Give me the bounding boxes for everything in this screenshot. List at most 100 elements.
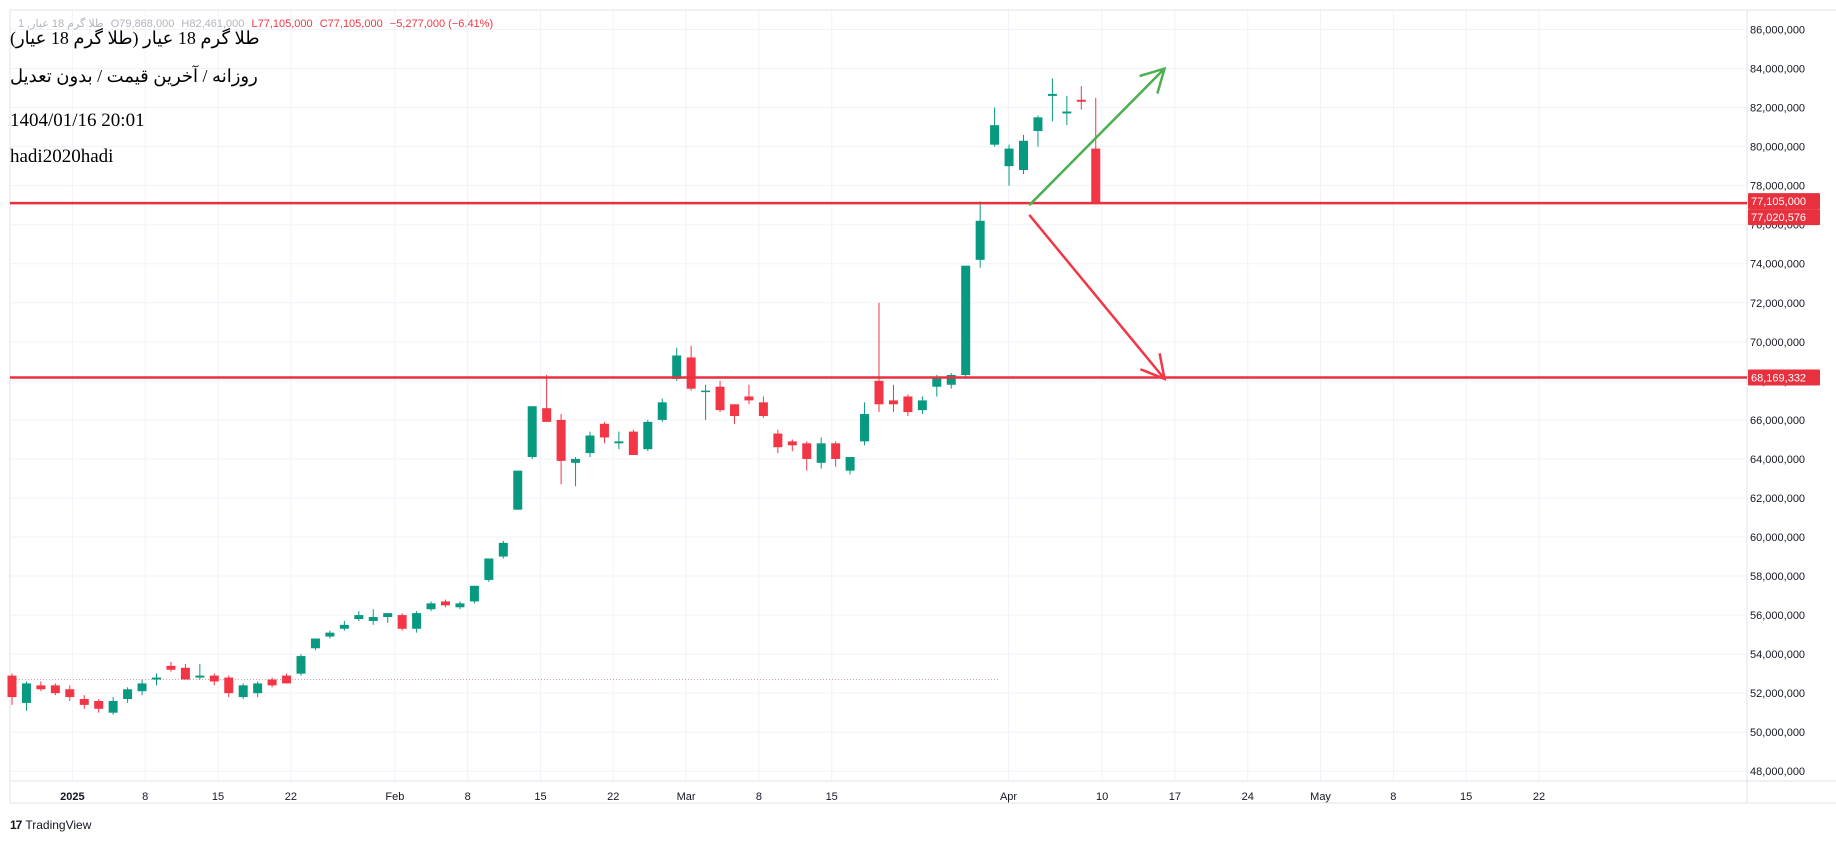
candle-body [1033,117,1043,132]
candle-body [7,675,17,698]
candle-body [946,375,956,385]
candle [542,375,552,422]
price-label-badge: 77,105,000 [1748,193,1820,210]
candle-body [1091,148,1101,204]
candle-body [441,601,450,606]
candle [614,431,624,450]
candle-body [513,470,523,510]
candle [730,404,739,424]
candle-body [224,677,234,694]
candle-body [238,685,248,698]
candle [961,265,971,377]
candle-body [195,675,205,678]
candle [990,107,1000,147]
badge-bg [1748,193,1820,210]
candle [874,302,884,413]
candle-body [542,408,552,422]
candle [94,699,104,713]
candle [455,601,465,610]
x-tick-label: 22 [607,791,619,803]
candle [65,685,75,701]
candle [672,347,682,381]
high-value: H82,461,000 [181,18,245,30]
candle-body [657,402,667,420]
candle [195,663,205,680]
candle [21,681,31,711]
candle-body [397,615,407,629]
candle [339,620,349,631]
candle-body [903,396,913,413]
x-tick-label: Mar [677,791,696,803]
down-arrow-head [1139,353,1167,381]
candle [513,470,523,510]
symbol-interval-label: طلا گرم 18 عیار, 1 [18,18,104,30]
x-tick-label: Apr [1000,791,1017,803]
candle [1047,78,1057,122]
down-arrow [1028,214,1167,381]
price-label-badge: 68,169,332 [1748,369,1820,386]
y-tick-label: 62,000,000 [1750,493,1805,505]
candle-body [787,441,797,446]
candle-body [874,380,884,405]
candle [657,398,667,422]
candle [845,456,855,475]
candle [585,431,595,457]
candle [1062,95,1072,126]
candle [686,345,696,391]
x-tick-label: 24 [1242,791,1254,803]
candle-body [123,689,133,700]
candle-body [426,603,436,610]
x-tick-label: 22 [285,791,297,803]
candle-body [1076,99,1086,102]
candle [50,683,60,696]
candle [123,687,133,703]
candle [643,419,653,452]
candle-body [715,386,725,411]
candle [383,613,393,623]
candle-body [860,414,870,442]
candle-body [469,585,479,602]
x-tick-label: 22 [1533,791,1545,803]
change-value: −5,277,000 (−6.41%) [389,18,494,30]
candle [36,681,46,692]
chart-title: طلا گرم 18 عیار (طلا گرم 18 عیار) [10,28,260,48]
candle-body [180,667,190,680]
x-tick-label: 8 [465,791,471,803]
x-tick-label: Feb [385,791,404,803]
candle [1076,86,1086,110]
x-tick-label: 10 [1096,791,1108,803]
candle-body [209,675,219,682]
candle-body [975,220,985,260]
candle-body [845,456,855,471]
candle [831,441,841,467]
candle [7,673,17,705]
candle [758,396,768,418]
candle [368,609,378,625]
y-tick-label: 86,000,000 [1750,25,1805,37]
y-tick-label: 74,000,000 [1750,259,1805,271]
candle [1033,115,1043,147]
up-arrow-head [1139,66,1167,94]
candle-body [296,656,306,674]
up-arrow-shaft [1028,67,1166,207]
candle [296,654,306,676]
y-tick-label: 60,000,000 [1750,532,1805,544]
x-tick-label: 17 [1169,791,1181,803]
badge-value: 77,105,000 [1751,196,1806,208]
candle-body [282,675,292,684]
tradingview-brand[interactable]: 17 TradingView [10,818,91,832]
candle-body [79,699,89,705]
candle-body [1019,140,1028,171]
y-tick-label: 48,000,000 [1750,766,1805,778]
candle [209,673,219,686]
brand-name: TradingView [25,818,92,832]
candle-body [758,402,768,416]
candle-body [455,603,465,608]
tradingview-logo-icon: 17 [10,818,22,832]
candle-body [50,685,60,694]
candle [137,679,147,696]
candle-body [701,390,711,393]
candle [917,396,927,415]
